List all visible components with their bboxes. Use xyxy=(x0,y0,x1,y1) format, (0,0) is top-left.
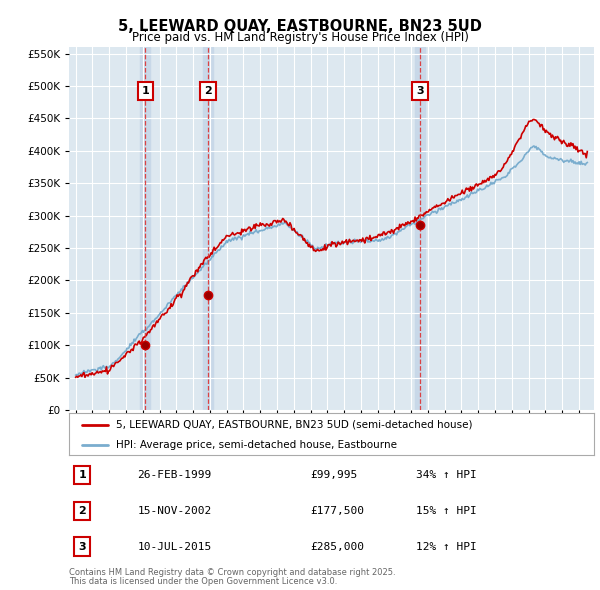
Text: 2: 2 xyxy=(78,506,86,516)
Text: This data is licensed under the Open Government Licence v3.0.: This data is licensed under the Open Gov… xyxy=(69,577,337,586)
Text: 3: 3 xyxy=(79,542,86,552)
Text: 15-NOV-2002: 15-NOV-2002 xyxy=(137,506,212,516)
Bar xyxy=(140,47,151,410)
Text: 34% ↑ HPI: 34% ↑ HPI xyxy=(415,470,476,480)
Text: 5, LEEWARD QUAY, EASTBOURNE, BN23 5UD (semi-detached house): 5, LEEWARD QUAY, EASTBOURNE, BN23 5UD (s… xyxy=(116,420,473,430)
Text: £177,500: £177,500 xyxy=(311,506,365,516)
Bar xyxy=(203,47,213,410)
Text: 15% ↑ HPI: 15% ↑ HPI xyxy=(415,506,476,516)
Text: Price paid vs. HM Land Registry's House Price Index (HPI): Price paid vs. HM Land Registry's House … xyxy=(131,31,469,44)
Text: 1: 1 xyxy=(142,86,149,96)
Text: 1: 1 xyxy=(78,470,86,480)
Bar xyxy=(415,47,425,410)
Text: HPI: Average price, semi-detached house, Eastbourne: HPI: Average price, semi-detached house,… xyxy=(116,440,397,450)
Text: £99,995: £99,995 xyxy=(311,470,358,480)
Text: £285,000: £285,000 xyxy=(311,542,365,552)
Text: 5, LEEWARD QUAY, EASTBOURNE, BN23 5UD: 5, LEEWARD QUAY, EASTBOURNE, BN23 5UD xyxy=(118,19,482,34)
Text: 26-FEB-1999: 26-FEB-1999 xyxy=(137,470,212,480)
Text: 2: 2 xyxy=(204,86,212,96)
Text: Contains HM Land Registry data © Crown copyright and database right 2025.: Contains HM Land Registry data © Crown c… xyxy=(69,568,395,576)
Text: 10-JUL-2015: 10-JUL-2015 xyxy=(137,542,212,552)
Text: 12% ↑ HPI: 12% ↑ HPI xyxy=(415,542,476,552)
Text: 3: 3 xyxy=(416,86,424,96)
